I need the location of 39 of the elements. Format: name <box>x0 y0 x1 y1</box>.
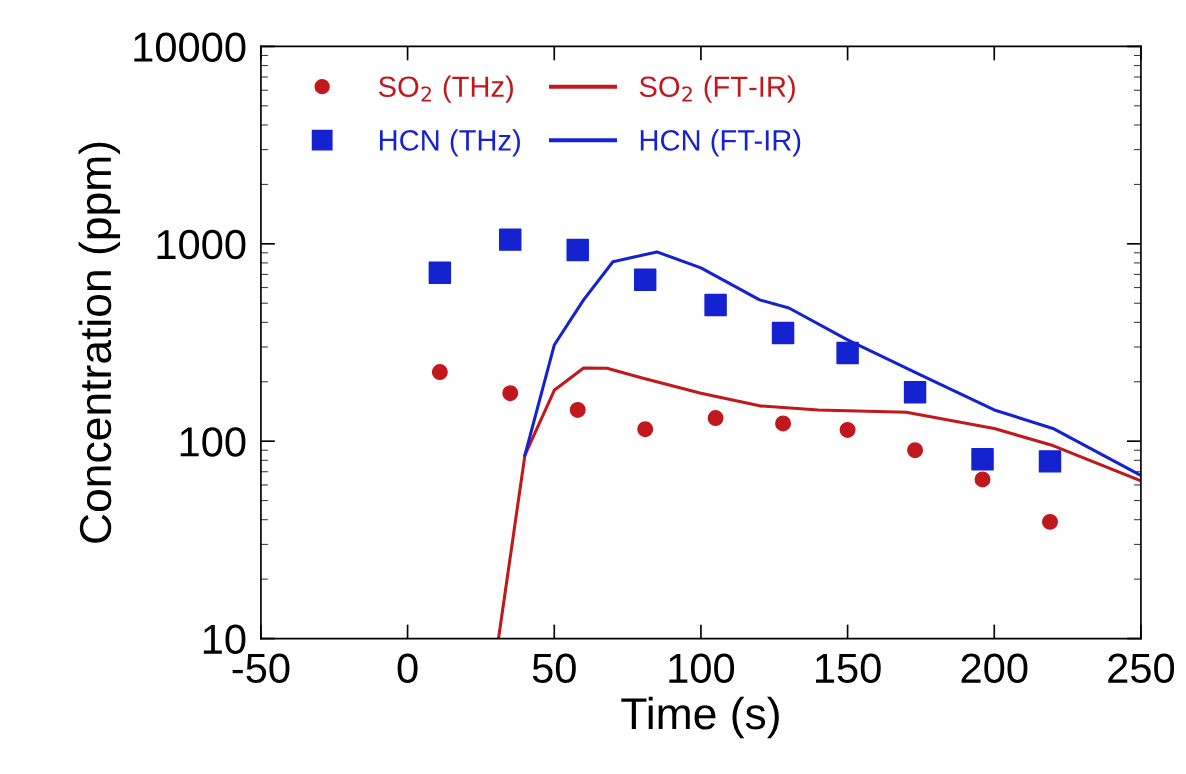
legend-label: HCN (FT-IR) <box>640 129 801 157</box>
legend-label: SO$_{2}$ (THz) <box>378 75 513 103</box>
point <box>971 448 994 471</box>
x-tick-label: 250 <box>1108 653 1175 684</box>
point <box>903 381 927 404</box>
point <box>1038 450 1062 473</box>
point <box>974 471 991 488</box>
point <box>707 410 724 427</box>
point <box>771 321 795 345</box>
x-axis-title: Time (s) <box>621 696 779 739</box>
x-tick-label: 50 <box>532 653 576 684</box>
x-tick-label: 100 <box>669 653 735 684</box>
point <box>499 228 522 251</box>
point <box>637 421 654 438</box>
point <box>836 341 859 365</box>
y-tick-label: 100 <box>180 427 246 457</box>
line-series <box>523 250 1141 478</box>
point <box>1042 513 1058 530</box>
legend-label: SO$_{2}$ (FT-IR) <box>639 75 795 103</box>
point <box>839 421 856 438</box>
x-tick-label: -50 <box>232 653 290 684</box>
point <box>428 261 452 285</box>
y-tick-label: 1000 <box>157 229 246 260</box>
x-tick-label: 200 <box>961 653 1028 684</box>
point <box>775 415 792 432</box>
y-axis-title: Concentration (ppm) <box>78 142 121 543</box>
point <box>569 401 586 418</box>
point <box>502 385 519 402</box>
point <box>431 364 448 381</box>
x-tick-label: 0 <box>397 653 418 684</box>
line-series <box>496 366 1141 639</box>
x-tick-label: 150 <box>816 653 881 684</box>
point <box>633 268 657 292</box>
y-tick-label: 10 <box>203 624 246 655</box>
y-tick-label: 10000 <box>134 32 246 62</box>
point <box>704 293 727 317</box>
legend-label: HCN (THz) <box>379 129 520 157</box>
point <box>907 442 924 459</box>
point <box>566 238 589 262</box>
